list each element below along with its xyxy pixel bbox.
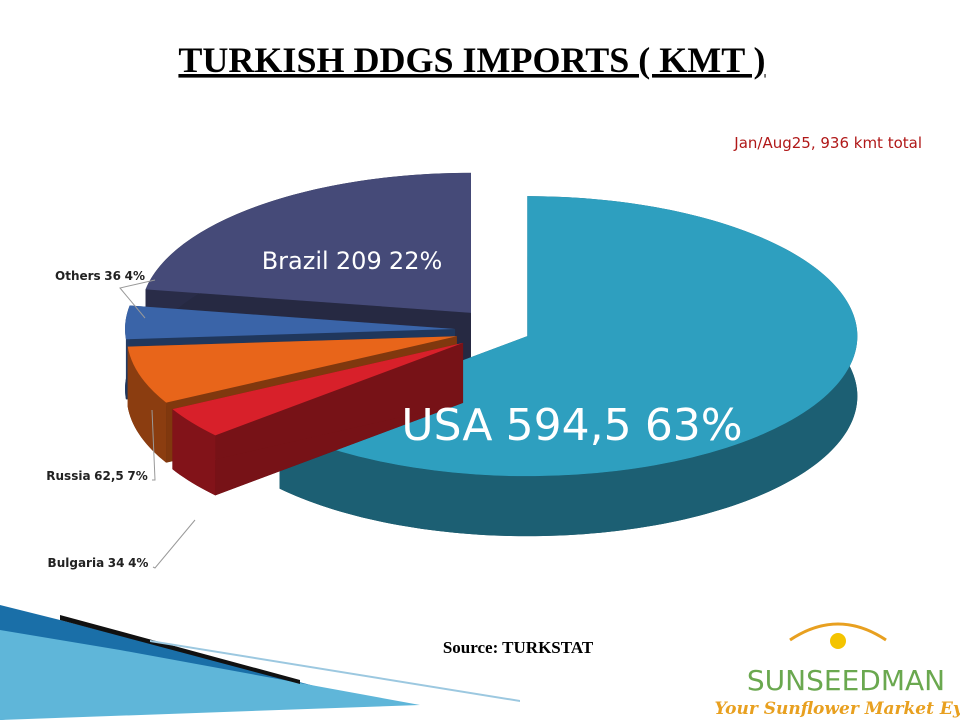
data-label-part: 7% (127, 469, 147, 483)
source: Source: TURKSTAT (443, 638, 594, 657)
data-label-part: 4% (128, 556, 148, 570)
data-label: Others 36 4% (55, 269, 145, 283)
data-label-part: 36 (104, 269, 121, 283)
data-label-part: 63% (645, 400, 743, 451)
data-label: Russia 62,5 7% (46, 469, 147, 483)
pie-slice (145, 172, 471, 313)
leader-line (119, 279, 156, 319)
data-label-part: 62,5 (94, 469, 124, 483)
chart-subtitle: Jan/Aug25, 936 kmt total (733, 134, 922, 152)
chart-title: TURKISH DDGS IMPORTS ( KMT ) (178, 40, 765, 80)
slice-side (279, 196, 858, 537)
data-label-part: USA (401, 400, 492, 451)
slice-side (172, 342, 464, 470)
pie-slice (172, 342, 464, 436)
leader-line (151, 409, 156, 481)
logo-name: SUNSEEDMAN (747, 664, 945, 697)
data-label-part: Russia (46, 469, 90, 483)
data-label: Brazil 209 22% (262, 247, 443, 275)
data-label-part: Bulgaria (48, 556, 105, 570)
data-label-part: 22% (389, 247, 442, 275)
data-label-part: Brazil (262, 247, 329, 275)
pie: USA 594,5 63%Bulgaria 34 4%Russia 62,5 7%Other… (46, 172, 858, 570)
slice-side (127, 346, 167, 463)
slice-side (172, 409, 216, 496)
corner-swoosh (0, 605, 520, 720)
data-label-part: Others (55, 269, 101, 283)
data-label-part: 594,5 (506, 400, 632, 451)
data-label-part: 4% (125, 269, 145, 283)
leader-line (152, 519, 196, 569)
data-label-part: 209 (336, 247, 382, 275)
logo: SUNSEEDMAN Your Sunflower Market Eye (714, 622, 960, 719)
pie-slice (127, 336, 457, 403)
data-label-part: 34 (108, 556, 125, 570)
data-label: USA 594,5 63% (401, 400, 742, 451)
logo-tagline: Your Sunflower Market Eye (714, 699, 960, 719)
pie-slice (125, 305, 456, 340)
data-label: Bulgaria 34 4% (48, 556, 149, 570)
